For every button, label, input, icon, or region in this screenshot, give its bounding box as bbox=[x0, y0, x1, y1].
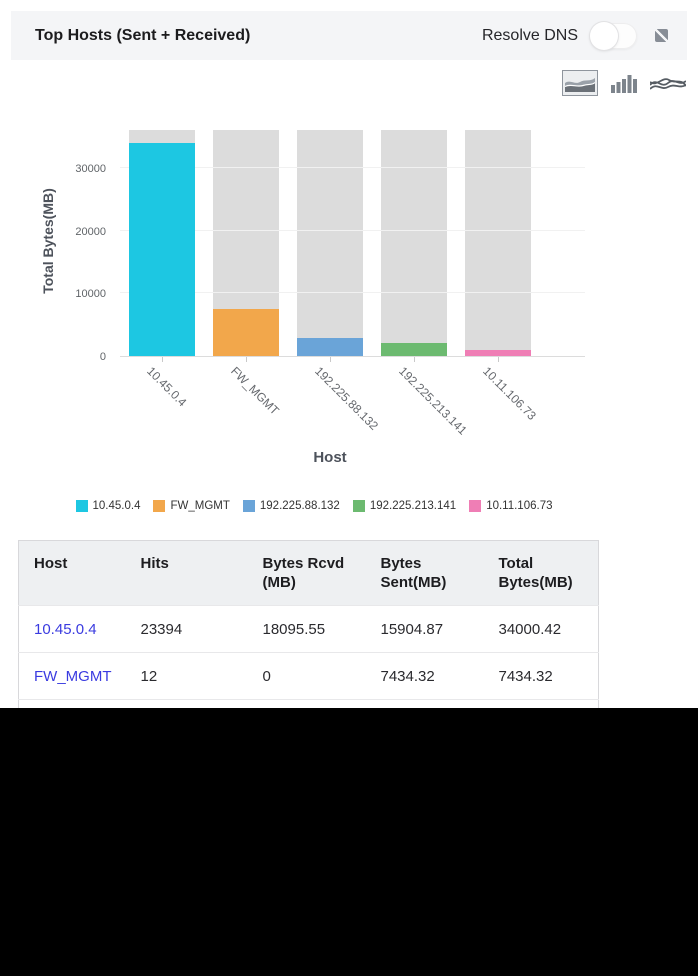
host-table: Host Hits Bytes Rcvd (MB) Bytes Sent(MB) Tot… bbox=[18, 540, 599, 708]
table-row: 10.45.0.4 23394 18095.55 15904.87 34000.42 bbox=[18, 605, 599, 653]
legend-item-192.225.213.141[interactable]: 192.225.213.141 bbox=[352, 500, 457, 512]
chart-type-toolbar bbox=[562, 70, 686, 96]
table-cell bbox=[18, 699, 599, 708]
x-axis-label: 10.11.106.73 bbox=[480, 364, 539, 423]
column-header-bytes-sent-mb-: Bytes Sent(MB) bbox=[365, 540, 484, 606]
table-cell: 23394 bbox=[125, 605, 248, 653]
legend-label: 10.11.106.73 bbox=[486, 500, 553, 512]
header-controls: Resolve DNS bbox=[481, 21, 668, 50]
plot-area bbox=[120, 125, 585, 362]
y-axis-title: Total Bytes(MB) bbox=[40, 188, 56, 294]
black-region bbox=[0, 708, 698, 976]
table-cell: 7434.32 bbox=[365, 652, 484, 700]
y-tick-label: 20000 bbox=[75, 226, 106, 238]
host-table-wrap: Host Hits Bytes Rcvd (MB) Bytes Sent(MB) Tot… bbox=[18, 540, 599, 708]
x-axis-label: 192.225.213.141 bbox=[396, 364, 470, 438]
legend-item-10.11.106.73[interactable]: 10.11.106.73 bbox=[469, 500, 552, 512]
x-axis-tick bbox=[414, 357, 415, 362]
bar-192.225.213.141[interactable] bbox=[381, 343, 447, 356]
x-axis-label: 10.45.0.4 bbox=[144, 364, 190, 410]
gridline bbox=[120, 230, 585, 231]
stream-chart-icon[interactable] bbox=[650, 73, 686, 93]
panel-header: Top Hosts (Sent + Received) Resolve DNS bbox=[11, 11, 687, 60]
x-axis-tick bbox=[246, 357, 247, 362]
legend-item-10.45.0.4[interactable]: 10.45.0.4 bbox=[75, 500, 141, 512]
x-axis-label: FW_MGMT bbox=[228, 364, 282, 418]
expand-icon[interactable] bbox=[655, 29, 668, 42]
table-cell: 18095.55 bbox=[247, 605, 366, 653]
legend-swatch-icon bbox=[153, 500, 166, 512]
legend-swatch-icon bbox=[469, 500, 482, 512]
legend-swatch-icon bbox=[352, 500, 365, 512]
host-link[interactable]: FW_MGMT bbox=[34, 668, 112, 685]
table-cell: 7434.32 bbox=[483, 652, 599, 700]
x-axis-tick bbox=[498, 357, 499, 362]
legend-item-FW_MGMT[interactable]: FW_MGMT bbox=[153, 500, 230, 512]
x-axis-tick bbox=[330, 357, 331, 362]
host-cell: 10.45.0.4 bbox=[18, 605, 126, 653]
y-tick-labels: 0 10000 20000 30000 bbox=[58, 125, 106, 363]
column-header-host: Host bbox=[18, 540, 126, 606]
legend-swatch-icon bbox=[75, 500, 88, 512]
y-tick-label: 10000 bbox=[75, 288, 106, 300]
column-header-total-bytes-mb-: Total Bytes(MB) bbox=[483, 540, 599, 606]
bar-192.225.88.132[interactable] bbox=[297, 338, 363, 356]
y-tick-label: 0 bbox=[99, 351, 106, 363]
legend-label: FW_MGMT bbox=[170, 500, 230, 512]
legend-label: 192.225.88.132 bbox=[259, 500, 340, 512]
table-cell: 15904.87 bbox=[365, 605, 484, 653]
area-chart-icon[interactable] bbox=[562, 70, 598, 96]
legend-label: 10.45.0.4 bbox=[92, 500, 141, 512]
gridline bbox=[120, 292, 585, 293]
table-row: FW_MGMT 12 0 7434.32 7434.32 bbox=[18, 652, 599, 700]
host-link[interactable]: 10.45.0.4 bbox=[34, 621, 97, 638]
column-header-bytes-rcvd-mb-: Bytes Rcvd (MB) bbox=[247, 540, 366, 606]
legend-swatch-icon bbox=[242, 500, 255, 512]
chart-legend: 10.45.0.4 FW_MGMT 192.225.88.132 192.225.21… bbox=[0, 500, 628, 512]
table-row-partial bbox=[18, 699, 599, 708]
gridline bbox=[120, 167, 585, 168]
x-axis-tick bbox=[162, 357, 163, 362]
host-cell: FW_MGMT bbox=[18, 652, 126, 700]
legend-item-192.225.88.132[interactable]: 192.225.88.132 bbox=[242, 500, 340, 512]
bar-FW_MGMT[interactable] bbox=[213, 309, 279, 356]
table-cell: 34000.42 bbox=[483, 605, 599, 653]
bar-track bbox=[465, 130, 531, 356]
bar-10.45.0.4[interactable] bbox=[129, 143, 195, 356]
y-tick-label: 30000 bbox=[75, 163, 106, 175]
panel-title: Top Hosts (Sent + Received) bbox=[35, 26, 251, 44]
x-axis-title: Host bbox=[313, 449, 347, 466]
bar-chart-icon[interactable] bbox=[611, 73, 637, 93]
bar-track bbox=[381, 130, 447, 356]
resolve-dns-toggle[interactable] bbox=[590, 21, 637, 50]
bar-10.11.106.73[interactable] bbox=[465, 350, 531, 356]
column-header-hits: Hits bbox=[125, 540, 248, 606]
x-axis-label: 192.225.88.132 bbox=[312, 364, 381, 433]
table-cell: 0 bbox=[247, 652, 366, 700]
bar-track bbox=[297, 130, 363, 356]
resolve-dns-label: Resolve DNS bbox=[481, 26, 578, 44]
toggle-knob-icon bbox=[590, 21, 618, 50]
table-cell: 12 bbox=[125, 652, 248, 700]
legend-label: 192.225.213.141 bbox=[369, 500, 457, 512]
